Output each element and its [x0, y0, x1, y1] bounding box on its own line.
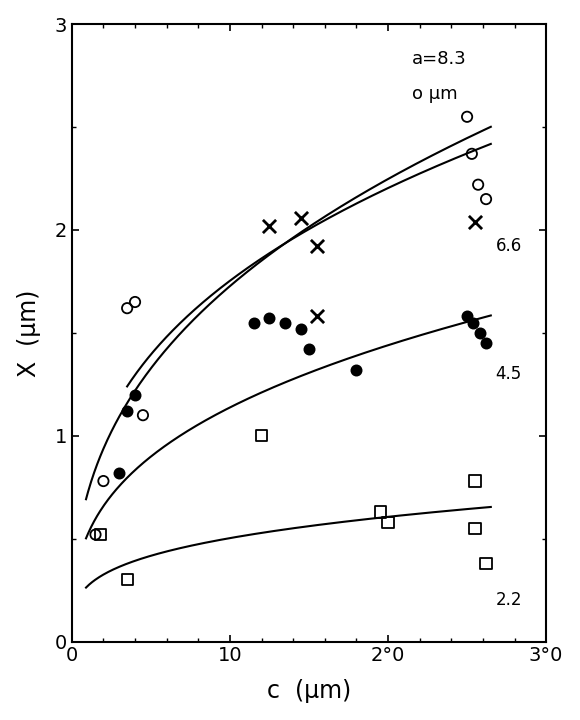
Point — [91, 528, 100, 540]
Point — [122, 405, 132, 417]
Point — [473, 179, 483, 191]
Point — [122, 574, 132, 585]
Text: o μm: o μm — [412, 85, 458, 103]
Text: 4.5: 4.5 — [495, 365, 522, 383]
Point — [138, 410, 147, 421]
Point — [469, 317, 478, 328]
Point — [467, 148, 477, 160]
Text: 2.2: 2.2 — [495, 591, 522, 609]
Point — [296, 212, 306, 223]
Point — [296, 323, 306, 335]
Point — [481, 194, 491, 205]
Text: 6.6: 6.6 — [495, 238, 522, 256]
Point — [281, 317, 290, 328]
Point — [99, 475, 108, 487]
Point — [383, 516, 393, 528]
X-axis label: c  (μm): c (μm) — [267, 680, 351, 703]
Point — [249, 317, 258, 328]
Point — [351, 364, 361, 376]
Point — [481, 557, 491, 569]
Point — [475, 327, 484, 338]
Y-axis label: X  (μm): X (μm) — [17, 289, 41, 377]
Point — [375, 506, 385, 518]
Point — [462, 111, 472, 122]
Point — [470, 475, 480, 487]
Point — [265, 220, 274, 232]
Point — [312, 240, 321, 252]
Point — [265, 312, 274, 324]
Point — [470, 523, 480, 534]
Point — [304, 343, 314, 355]
Point — [257, 430, 266, 441]
Point — [122, 302, 132, 314]
Text: a=8.3: a=8.3 — [412, 50, 466, 68]
Point — [115, 467, 124, 479]
Point — [312, 310, 321, 322]
Point — [96, 528, 105, 540]
Point — [130, 296, 140, 307]
Point — [481, 338, 491, 349]
Point — [130, 389, 140, 400]
Point — [470, 216, 480, 228]
Point — [462, 310, 472, 322]
